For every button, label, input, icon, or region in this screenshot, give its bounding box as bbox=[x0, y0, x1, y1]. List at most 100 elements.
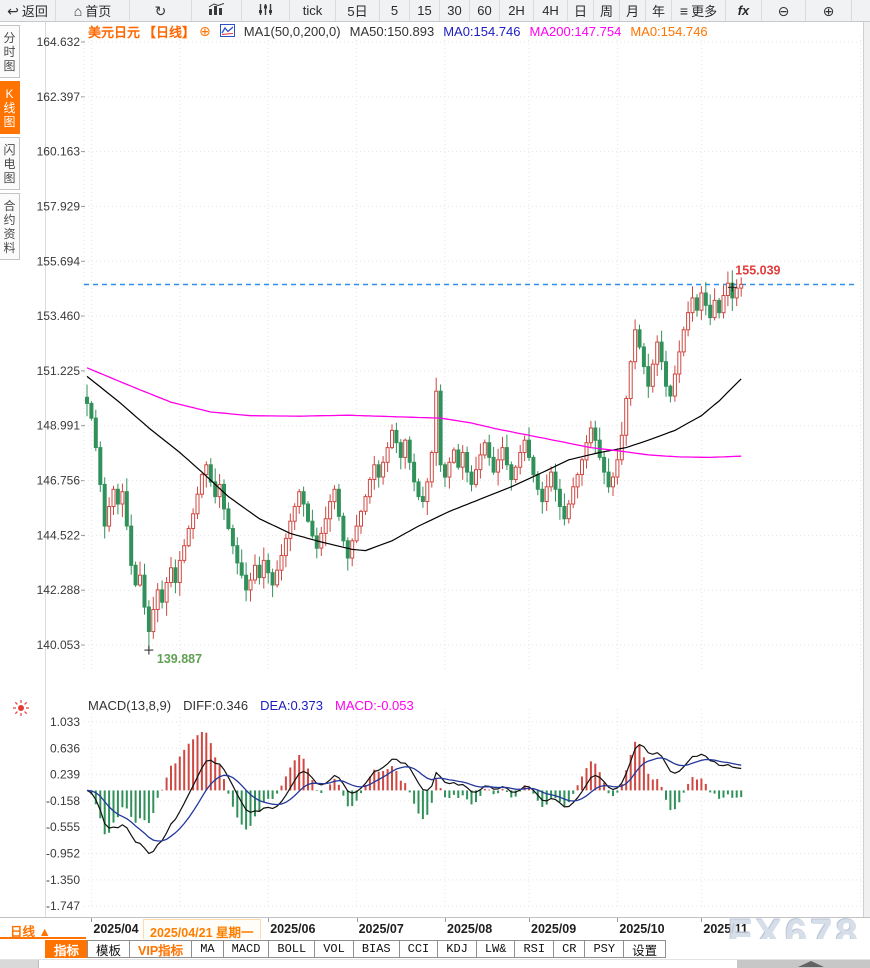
tool-refresh-icon: ↻ bbox=[154, 2, 167, 19]
macd-title: MACD(13,8,9) bbox=[88, 698, 172, 713]
date-axis-tick bbox=[617, 918, 619, 922]
indicator-button-bias[interactable]: BIAS bbox=[352, 940, 400, 958]
indicator-button-cci[interactable]: CCI bbox=[398, 940, 439, 958]
period-5min[interactable]: 5 bbox=[380, 0, 410, 21]
period-2h[interactable]: 2H bbox=[500, 0, 534, 21]
svg-text:153.460: 153.460 bbox=[37, 309, 81, 323]
indicator-button-vol[interactable]: VOL bbox=[314, 940, 354, 958]
macd-diff-value: DIFF:0.346 bbox=[183, 698, 249, 713]
toolbar-filler bbox=[852, 0, 870, 21]
tool-zoom-out[interactable]: ⊖ bbox=[762, 0, 806, 21]
tool-indicator-settings[interactable] bbox=[242, 0, 290, 21]
period-dropdown-button[interactable]: 日线 ▲ bbox=[10, 925, 51, 939]
tool-home[interactable]: ⌂ 首页 bbox=[56, 0, 130, 21]
svg-text:-1.747: -1.747 bbox=[46, 899, 80, 913]
indicator-button-psy[interactable]: PSY bbox=[584, 940, 625, 958]
panel-resize-handle-icon[interactable] bbox=[798, 961, 824, 967]
indicator-button-rsi[interactable]: RSI bbox=[514, 940, 555, 958]
indicator-button-ma[interactable]: MA bbox=[191, 940, 224, 958]
macd-dea-value: DEA:0.373 bbox=[260, 698, 323, 713]
tab-lightning-chart[interactable]: 闪电图 bbox=[0, 137, 20, 190]
tool-more[interactable]: ≡ 更多 bbox=[672, 0, 726, 21]
indicator-button-kdj[interactable]: KDJ bbox=[437, 940, 477, 958]
svg-text:157.929: 157.929 bbox=[37, 199, 81, 213]
tool-zoom-out-icon: ⊖ bbox=[777, 2, 790, 19]
svg-text:164.632: 164.632 bbox=[37, 35, 81, 49]
date-axis-label: 2025/11 bbox=[703, 922, 748, 936]
tool-back-icon: ↩ bbox=[7, 2, 19, 19]
svg-text:0.239: 0.239 bbox=[50, 768, 80, 782]
tab-time-chart[interactable]: 分时图 bbox=[0, 25, 20, 78]
tool-zoom-in[interactable]: ⊕ bbox=[806, 0, 852, 21]
date-axis-label: 2025/10 bbox=[619, 922, 665, 936]
period-day[interactable]: 日 bbox=[568, 0, 594, 21]
date-axis-label: 2025/06 bbox=[270, 922, 316, 936]
top-toolbar: ↩ 返回 ⌂ 首页 ↻ tick 5日 5 15 30 60 2H 4H 日周月年 ≡ 更多 fx ⊖ ⊕ bbox=[0, 0, 870, 22]
indicator-button-macd[interactable]: MACD bbox=[222, 940, 270, 958]
date-axis-label: 2025/08 bbox=[447, 922, 493, 936]
add-indicator-icon[interactable]: ⊕ bbox=[199, 23, 211, 39]
svg-text:162.397: 162.397 bbox=[37, 90, 81, 104]
ma50-value: MA50:150.893 bbox=[349, 24, 435, 39]
ma200-value: MA200:147.754 bbox=[529, 24, 622, 39]
svg-text:146.756: 146.756 bbox=[37, 474, 81, 488]
right-edge-strip bbox=[863, 22, 870, 917]
svg-text:0.636: 0.636 bbox=[50, 741, 80, 755]
tool-refresh[interactable]: ↻ bbox=[130, 0, 192, 21]
date-axis-tick bbox=[356, 918, 358, 922]
tool-more-icon: ≡ bbox=[679, 2, 689, 19]
tool-zoom-in-icon: ⊕ bbox=[822, 2, 835, 19]
tool-fx[interactable]: fx bbox=[726, 0, 762, 21]
svg-text:-0.952: -0.952 bbox=[46, 847, 80, 861]
period-60min[interactable]: 60 bbox=[470, 0, 500, 21]
date-axis-tick bbox=[445, 918, 447, 922]
date-axis: 日线 ▲ 2025/04/21 星期一 FX678 2025/04 2025/06… bbox=[0, 912, 870, 956]
period-year[interactable]: 年 bbox=[646, 0, 672, 21]
tool-chart-style-icon bbox=[208, 3, 225, 18]
tool-indicator-settings-icon bbox=[258, 3, 273, 18]
indicator-button-[interactable]: 指标 bbox=[45, 940, 89, 958]
sun-icon[interactable] bbox=[12, 699, 30, 717]
symbol-header: 美元日元 【日线】 ⊕ MA1(50,0,200,0) MA50:150.893… bbox=[88, 23, 708, 40]
scrollbar-corner bbox=[0, 960, 39, 968]
svg-text:151.225: 151.225 bbox=[37, 364, 81, 378]
svg-text:-1.350: -1.350 bbox=[46, 873, 80, 887]
period-month[interactable]: 月 bbox=[620, 0, 646, 21]
indicator-button-lw[interactable]: LW& bbox=[475, 940, 516, 958]
svg-text:-0.158: -0.158 bbox=[46, 794, 80, 808]
svg-text:139.887: 139.887 bbox=[157, 652, 202, 666]
ma0-blue-value: MA0:154.746 bbox=[443, 24, 521, 39]
date-axis-label: 2025/09 bbox=[531, 922, 577, 936]
tool-home-icon: ⌂ bbox=[73, 2, 83, 19]
period-tick[interactable]: tick bbox=[290, 0, 336, 21]
bottom-scrollbar[interactable] bbox=[0, 959, 870, 968]
tool-back[interactable]: ↩ 返回 bbox=[0, 0, 56, 21]
date-axis-label: 2025/04 bbox=[93, 922, 139, 936]
candlestick-chart[interactable]: 164.632 162.397 160.163 157.929 155.694 153.4… bbox=[0, 22, 870, 695]
indicator-button-[interactable]: 模板 bbox=[87, 940, 131, 958]
svg-text:-0.555: -0.555 bbox=[46, 820, 80, 834]
period-5day[interactable]: 5日 bbox=[336, 0, 380, 21]
period-4h[interactable]: 4H bbox=[534, 0, 568, 21]
indicator-button-[interactable]: 设置 bbox=[623, 940, 667, 958]
indicator-button-boll[interactable]: BOLL bbox=[268, 940, 316, 958]
ma-legend-icon bbox=[219, 23, 235, 40]
date-axis-label: 2025/07 bbox=[358, 922, 404, 936]
svg-text:155.039: 155.039 bbox=[735, 263, 780, 277]
tool-chart-style[interactable] bbox=[192, 0, 242, 21]
svg-text:148.991: 148.991 bbox=[37, 419, 81, 433]
macd-chart[interactable]: 1.033 0.636 0.239 -0.158 -0.555 -0.952 -1.350 -… bbox=[0, 695, 870, 917]
indicator-button-cr[interactable]: CR bbox=[553, 940, 586, 958]
indicator-button-vip[interactable]: VIP指标 bbox=[129, 940, 193, 958]
period-week[interactable]: 周 bbox=[594, 0, 620, 21]
svg-text:1.033: 1.033 bbox=[50, 715, 80, 729]
period-15min[interactable]: 15 bbox=[410, 0, 440, 21]
svg-text:144.522: 144.522 bbox=[37, 528, 81, 542]
ma0-orange-value: MA0:154.746 bbox=[630, 24, 708, 39]
period-tag: 【日线】 bbox=[143, 25, 196, 40]
period-30min[interactable]: 30 bbox=[440, 0, 470, 21]
tab-contract-info[interactable]: 合约资料 bbox=[0, 193, 20, 260]
svg-text:155.694: 155.694 bbox=[37, 254, 81, 268]
